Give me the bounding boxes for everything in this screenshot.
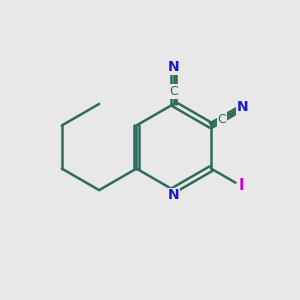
Text: I: I xyxy=(238,178,244,194)
Text: C: C xyxy=(218,113,226,126)
Text: N: N xyxy=(237,100,249,114)
Text: C: C xyxy=(169,85,178,98)
Text: N: N xyxy=(168,60,180,74)
Text: N: N xyxy=(168,188,180,203)
